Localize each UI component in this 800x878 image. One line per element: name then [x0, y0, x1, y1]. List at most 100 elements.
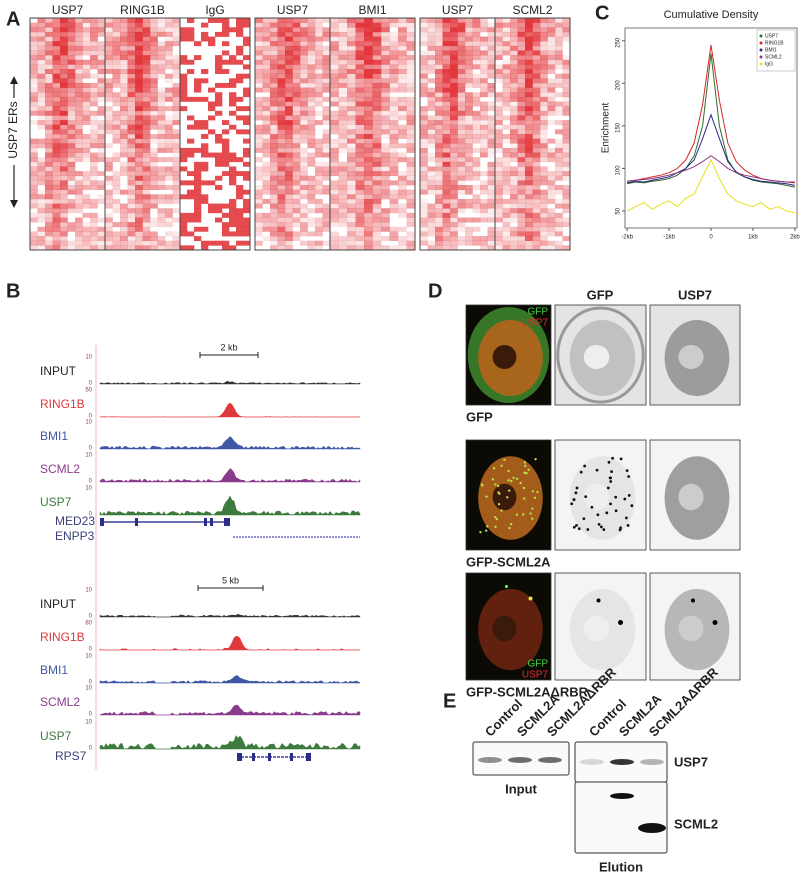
heatmap-cell [30, 27, 38, 33]
heatmap-cell [90, 157, 98, 163]
heatmap-cell [187, 138, 195, 144]
heatmap-cell [315, 152, 323, 158]
heatmap-cell [150, 240, 158, 246]
heatmap-cell [30, 157, 38, 163]
heatmap-cell [372, 166, 382, 172]
legend-label: IgG [765, 61, 773, 67]
heatmap-cell [495, 203, 503, 209]
heatmap-cell [355, 134, 365, 139]
heatmap-cell [322, 143, 331, 149]
heatmap-cell [540, 27, 548, 33]
heatmap-cell [525, 217, 533, 223]
heatmap-cell [52, 101, 61, 107]
heatmap-cell [322, 27, 331, 33]
track-name: BMI1 [40, 429, 68, 443]
heatmap-cell [450, 212, 458, 218]
foci [614, 495, 618, 499]
heatmap-cell [82, 106, 91, 112]
heatmap-cell [270, 82, 278, 88]
heatmap-cell [97, 22, 106, 28]
heatmap-cell [389, 64, 399, 70]
heatmap-cell [105, 87, 113, 93]
heatmap-cell [67, 203, 76, 209]
heatmap-cell [307, 27, 316, 33]
heatmap-cell [67, 59, 76, 65]
heatmap-cell [277, 189, 286, 195]
exon [135, 518, 138, 526]
heatmap-cell [364, 138, 373, 144]
heatmap-cell [555, 157, 563, 163]
heatmap-cell [555, 45, 563, 51]
heatmap-cell [142, 110, 151, 116]
heatmap-cell [105, 166, 113, 172]
legend-label: USP7 [765, 33, 778, 39]
heatmap-cell [180, 147, 188, 153]
heatmap-cell [465, 92, 473, 98]
heatmap-cell [525, 87, 533, 93]
heatmap-cell [540, 194, 548, 200]
heatmap-cell [510, 96, 518, 102]
heatmap-cell [262, 101, 271, 107]
heatmap-cell [355, 222, 365, 228]
heatmap-cell [427, 189, 436, 195]
heatmap-cell [435, 217, 443, 223]
heatmap-cell [442, 245, 451, 251]
heatmap-cell [540, 138, 548, 144]
heatmap-cell [37, 203, 46, 209]
heatmap-cell [45, 208, 53, 214]
heatmap-cell [45, 36, 53, 42]
heatmap-cell [45, 222, 53, 228]
heatmap-cell [222, 27, 230, 33]
heatmap-cell [194, 198, 202, 204]
heatmap-cell [105, 157, 113, 163]
heatmap-cell [30, 245, 38, 251]
heatmap-cell [45, 129, 53, 135]
heatmap-cell [330, 115, 339, 121]
heatmap-cell [465, 59, 473, 65]
heatmap-cell [277, 194, 286, 200]
heatmap-cell [510, 226, 518, 232]
heatmap-cell [292, 147, 301, 153]
heatmap-cell [127, 166, 136, 172]
heatmap-cell [292, 134, 301, 139]
heatmap-cell [255, 27, 263, 33]
heatmap-cell [355, 189, 365, 195]
heatmap-cell [120, 222, 128, 228]
heatmap-cell [398, 129, 407, 135]
heatmap-cell [60, 120, 68, 126]
heatmap-cell [300, 78, 308, 84]
heatmap-cell [532, 124, 541, 130]
heatmap-cell [285, 171, 293, 177]
heatmap-cell [127, 212, 136, 218]
heatmap-cell [60, 129, 68, 135]
heatmap-cell [517, 129, 526, 135]
heatmap-cell [487, 236, 496, 242]
heatmap-cell [172, 31, 181, 37]
heatmap-cell [150, 82, 158, 88]
heatmap-cell [338, 106, 348, 112]
heatmap-cell [372, 171, 382, 177]
heatmap-cell [215, 82, 223, 88]
heatmap-cell [465, 73, 473, 79]
x-tick-label: -2kb [621, 235, 633, 241]
heatmap-cell [381, 115, 390, 121]
heatmap-cell [270, 129, 278, 135]
heatmap-cell [67, 185, 76, 190]
heatmap-cell [510, 92, 518, 98]
heatmap-cell [517, 180, 526, 186]
heatmap-cell [420, 18, 428, 23]
heatmap-cell [127, 138, 136, 144]
heatmap-cell [347, 157, 356, 163]
heatmap-cell [180, 96, 188, 102]
heatmap-cell [60, 175, 68, 181]
heatmap-cell [150, 222, 158, 228]
heatmap-cell [75, 236, 83, 242]
heatmap-cell [60, 78, 68, 84]
heatmap-cell [300, 138, 308, 144]
heatmap-cell [75, 64, 83, 70]
heatmap-cell [150, 171, 158, 177]
foci [529, 512, 532, 515]
heatmap-cell [243, 18, 251, 23]
heatmap-cell [45, 64, 53, 70]
heatmap-cell [338, 134, 348, 139]
